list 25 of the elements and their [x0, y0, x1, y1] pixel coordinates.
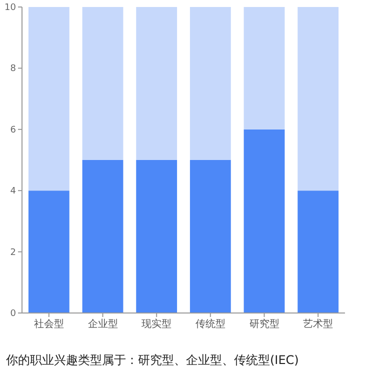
bar: [82, 7, 124, 160]
y-tick-label: 10: [4, 3, 16, 13]
x-tick-label: 艺术型: [303, 318, 334, 330]
y-tick-label: 6: [10, 125, 16, 136]
x-tick-label: 企业型: [88, 318, 118, 330]
bar: [298, 190, 339, 313]
x-tick-label: 传统型: [195, 318, 226, 330]
x-tick-label: 社会型: [34, 318, 64, 330]
x-tick-label: 现实型: [142, 318, 172, 330]
bar: [190, 7, 231, 160]
bar: [244, 129, 285, 313]
bar: [244, 7, 285, 130]
bar: [82, 160, 124, 313]
bar: [28, 190, 70, 313]
bar: [136, 160, 178, 313]
bar: [28, 7, 70, 191]
y-tick-label: 0: [10, 309, 16, 319]
y-tick-label: 2: [10, 248, 16, 258]
x-tick-label: 研究型: [249, 318, 280, 330]
text: 你的职业兴趣类型属于：研究型、企业型、传统型(IEC): [5, 353, 299, 367]
bar: [298, 7, 339, 191]
y-tick-label: 8: [10, 64, 16, 74]
bar: [190, 160, 231, 313]
bar: [136, 7, 178, 160]
y-tick-label: 4: [10, 186, 16, 197]
